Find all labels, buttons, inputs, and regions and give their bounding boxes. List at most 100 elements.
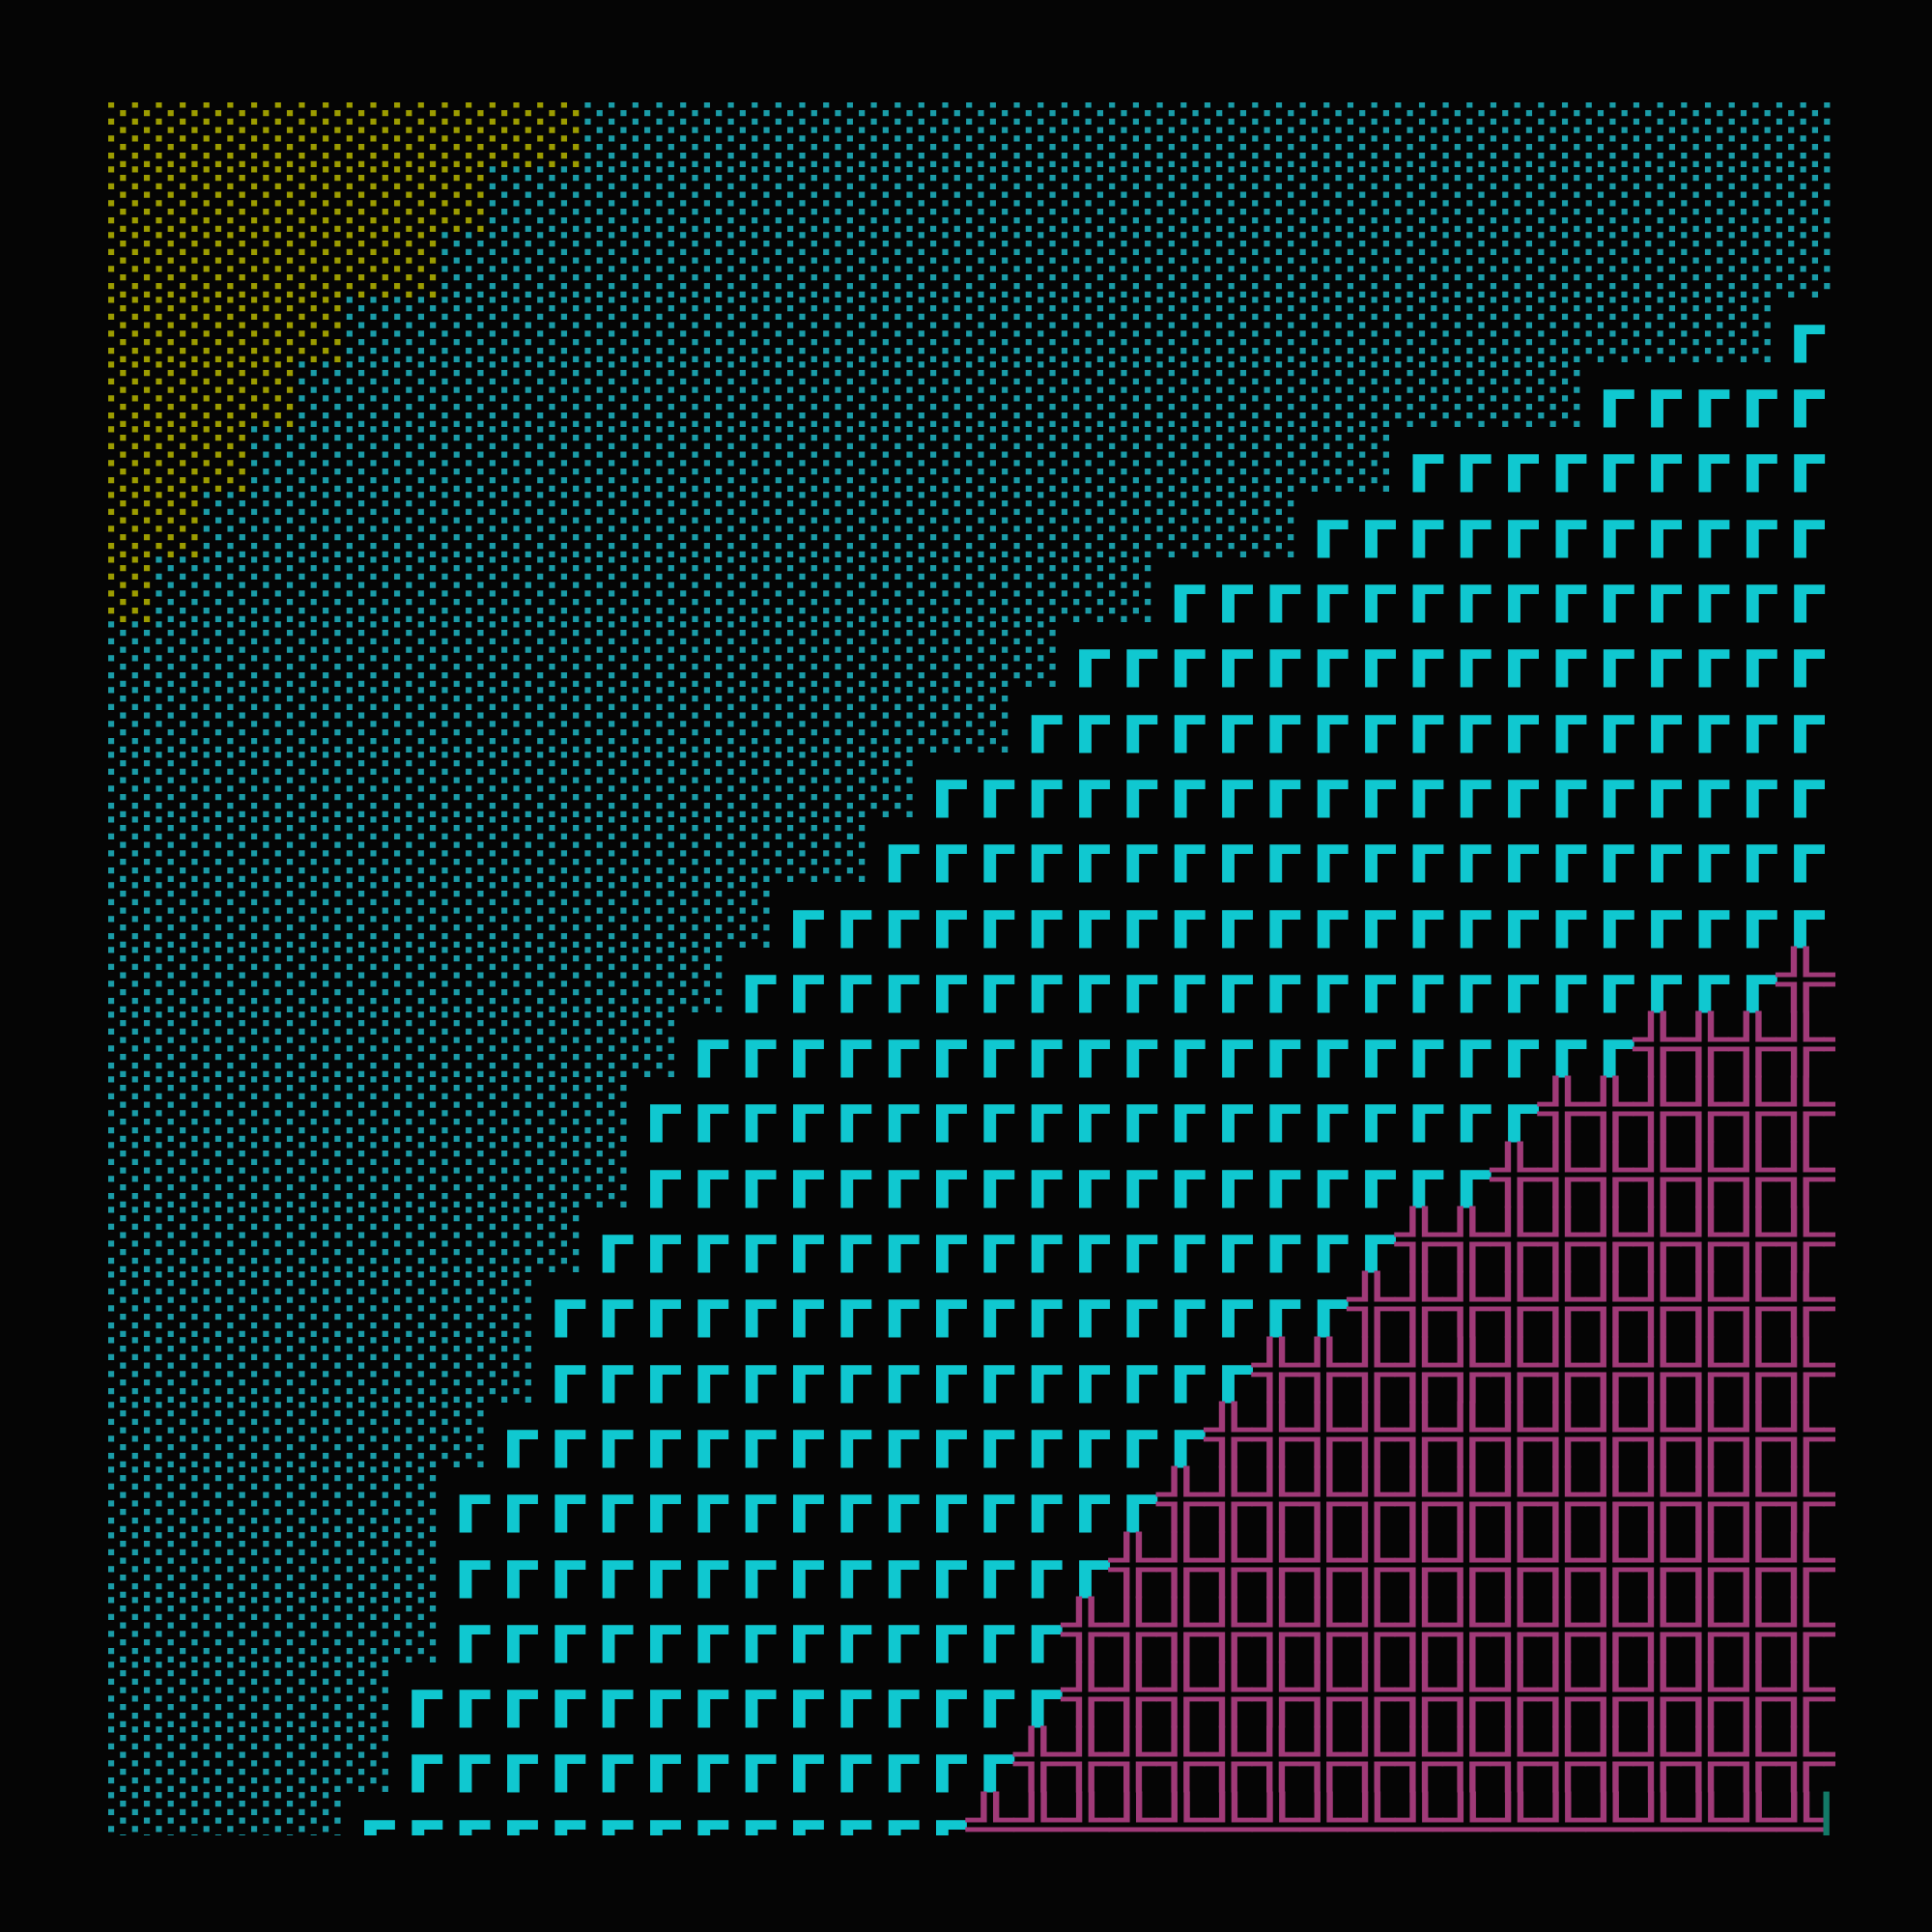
text-segment-pink: ╬╬╬╬╬╬╬╬╬╬╬╬╬╬ — [1204, 1401, 1835, 1467]
text-segment-teal: ░░░░░░░░░░░░░░░░░░░░ — [108, 621, 1062, 688]
text-segment-cyan: ┏┏┏┏┏┏┏┏┏┏┏┏┏┏┏ — [489, 1401, 1205, 1467]
text-segment-yellow: ░░░░░ — [108, 296, 347, 362]
text-segment-cyan: ┏┏┏┏┏┏┏┏┏┏┏┏┏┏ — [394, 1662, 1062, 1728]
text-segment-pink: ╬╬╬╬╬╬╬╬╬╬╬╬╬╬╬╬╬ — [1061, 1662, 1835, 1728]
text-segment-cyan: ┏┏┏┏┏┏┏┏┏┏┏┏┏┏┏┏┏┏┏ — [632, 1076, 1539, 1143]
terminal-row: ░░░░░░░┏┏┏┏┏┏┏┏┏┏┏┏┏┏╬╬╬╬╬╬╬╬╬╬╬╬╬╬╬╬ — [108, 1531, 1835, 1598]
terminal-row: ░░░░░░░░░░░░░░░░░░░░░░░░░░░░░░░░░░░┏┏ — [108, 296, 1835, 362]
text-segment-cyan: ┏┏┏┏┏┏┏┏┏┏┏┏┏┏┏┏┏ — [1061, 621, 1835, 688]
text-segment-cyan: ┏┏┏┏┏┏┏┏┏┏┏┏┏┏┏┏┏┏┏┏ — [918, 751, 1835, 817]
text-segment-cyan: ┏┏┏┏┏┏┏┏┏┏┏┏┏┏┏ — [1156, 556, 1835, 623]
text-segment-teal: ░░░░░░░ — [108, 1596, 442, 1662]
text-segment-teal: ░░░░░ — [108, 1791, 347, 1835]
text-segment-teal: ░░░░░░░░░░░░░░░░░ — [108, 751, 919, 817]
terminal-row: ░░░░░░░░░┏┏┏┏┏┏┏┏┏┏┏┏┏┏┏╬╬╬╬╬╬╬╬╬╬╬╬╬ — [108, 1336, 1835, 1403]
text-segment-pink: ╬╬╬╬╬╬╬╬╬╬╬╬╬╬╬╬╬ — [1061, 1596, 1835, 1662]
text-segment-teal: ░░░░░░░░░░░░░░░░░░░░░ — [156, 556, 1157, 623]
text-segment-teal: ░░░░░░░░░░░░░░ — [108, 881, 776, 948]
text-segment-teal: ░░░░░░░ — [108, 1531, 442, 1598]
text-segment-cyan: ┏┏┏┏┏┏┏┏┏┏┏┏┏┏┏┏┏┏┏┏┏┏┏ — [775, 881, 1835, 948]
terminal-row: ░░░░░░░░░░░░░░░░░░░░░░░░░┏┏┏┏┏┏┏┏┏┏┏┏ — [108, 491, 1835, 557]
text-segment-pink: ╬╬╬╬╬╬╬╬╬╬╬╬╬ — [1252, 1336, 1835, 1403]
text-segment-cyan: ┏┏┏┏┏┏┏┏┏┏┏┏ — [1299, 491, 1835, 557]
terminal-row: ░░░░░░░░░░░┏┏┏┏┏┏┏┏┏┏┏┏┏┏┏┏┏┏╬╬╬╬╬╬╬╬ — [108, 1141, 1835, 1208]
text-segment-cyan: ┏┏┏┏┏┏┏┏┏┏┏┏┏ — [346, 1791, 967, 1835]
text-segment-teal: ░░░░░░░░░░░░░░░░░░░░░░░░░░░ — [584, 102, 1835, 167]
terminal-row: ░░░░░░░░░░░░░░░░░┏┏┏┏┏┏┏┏┏┏┏┏┏┏┏┏┏┏┏┏ — [108, 751, 1835, 817]
text-segment-pink: ╬╬╬╬╬╬╬ — [1538, 1076, 1835, 1143]
text-segment-cyan: ┏┏┏┏┏┏┏┏┏┏┏┏┏ — [394, 1726, 1014, 1793]
terminal-row: ░░░░░░░░┏┏┏┏┏┏┏┏┏┏┏┏┏┏┏╬╬╬╬╬╬╬╬╬╬╬╬╬╬ — [108, 1401, 1835, 1467]
text-segment-pink: ╬╬╬╬╬╬╬╬╬╬╬╬╬╬╬ — [1156, 1466, 1835, 1533]
text-segment-teal: ░░░░░░░░░░░░░░░░░░░░░░░ — [203, 491, 1300, 557]
text-segment-yellow: ░░░░ — [108, 361, 299, 428]
terminal-row: ░░░░░░░░░░░░░░░░░░░░░░░░░░░░░░░░░░░░░ — [108, 167, 1835, 232]
text-segment-yellow: ░░ — [108, 491, 204, 557]
text-segment-cyan: ┏┏┏┏┏┏ — [1585, 361, 1835, 428]
text-segment-cyan: ┏┏┏┏┏┏┏┏┏┏┏┏┏┏┏┏┏┏ — [632, 1141, 1491, 1208]
terminal-row: ░░░░░░░░░░░░░░░░░░░░░░░░░░░░░░░░░░░░░ — [108, 231, 1835, 298]
text-segment-teal: ░░░░░░░░░░░░░░░░ — [108, 816, 871, 883]
text-segment-teal: ░░░░░░░ — [108, 1466, 442, 1533]
text-segment-cyan: ┏┏┏┏┏┏┏┏┏┏┏┏┏┏┏┏┏┏ — [1013, 686, 1835, 753]
text-segment-pink: ╬╬╬╬╬ — [1633, 1011, 1835, 1078]
terminal-row: ░░░░░░░░░░░░░┏┏┏┏┏┏┏┏┏┏┏┏┏┏┏┏┏┏┏┏┏┏╬╬ — [108, 946, 1835, 1012]
text-segment-pink: ╬╬╬╬╬╬╬╬╬╬╬╬╬╬╬╬╬╬ — [1013, 1726, 1835, 1793]
text-segment-teal: ░░░░░░ — [108, 1662, 395, 1728]
terminal-row: ░░░░░░░░░░░░░░░░░░░░░░░░░░░┏┏┏┏┏┏┏┏┏┏ — [108, 427, 1835, 492]
terminal-row: ░░░░░░░░░┏┏┏┏┏┏┏┏┏┏┏┏┏┏┏┏┏╬╬╬╬╬╬╬╬╬╬╬ — [108, 1272, 1835, 1337]
terminal-grid: ░░░░░░░░░░░░░░░░░░░░░░░░░░░░░░░░░░░░░ ░░░… — [108, 102, 1835, 1835]
text-segment-cyan: ┏┏┏┏┏┏┏┏┏┏┏┏┏┏┏ — [537, 1336, 1253, 1403]
text-segment-cyan: ┏┏┏┏┏┏┏┏┏┏┏┏┏┏┏┏┏ — [584, 1207, 1396, 1273]
text-segment-teal: ░░░░░░░░░░░░░░░░░░░░░░░░ — [251, 426, 1396, 493]
text-segment-cyan: ┏┏┏┏┏┏┏┏┏┏┏┏┏ — [441, 1596, 1062, 1662]
text-segment-yellow: ░░░░░░░░░░ — [108, 102, 585, 167]
text-segment-yellow: ░░░░░░░░ — [108, 166, 490, 233]
text-segment-cyan: ┏┏┏┏┏┏┏┏┏┏┏┏┏┏ — [441, 1531, 1110, 1598]
terminal-row: ░░░░░░░░░░░░░░░░░░░░░░┏┏┏┏┏┏┏┏┏┏┏┏┏┏┏ — [108, 556, 1835, 623]
text-segment-teal: ░░░░░░░░░░░░░░░░░░░ — [108, 686, 1014, 753]
terminal-row: ░░░░░░░░░░░░░░┏┏┏┏┏┏┏┏┏┏┏┏┏┏┏┏┏┏┏┏┏┏┏ — [108, 881, 1835, 948]
terminal-row: ░░░░░░░░░░░░░░░░┏┏┏┏┏┏┏┏┏┏┏┏┏┏┏┏┏┏┏┏┏ — [108, 817, 1835, 882]
text-segment-pink: ╬╬╬╬╬╬╬╬ — [1490, 1141, 1835, 1208]
text-segment-teal: ░░░░░░░░░░░ — [108, 1141, 633, 1208]
terminal-row: ░░░░░░░┏┏┏┏┏┏┏┏┏┏┏┏┏╬╬╬╬╬╬╬╬╬╬╬╬╬╬╬╬╬ — [108, 1596, 1835, 1662]
text-segment-teal: ░░░░░░░░░░░ — [108, 1076, 633, 1143]
terminal-row: ░░░░░░░░░░┏┏┏┏┏┏┏┏┏┏┏┏┏┏┏┏┏╬╬╬╬╬╬╬╬╬╬ — [108, 1207, 1835, 1273]
text-segment-yellow: ░░░ — [108, 426, 252, 493]
text-segment-yellow: ░░░░░░░ — [108, 231, 442, 298]
terminal-row: ░░░░░░░░░░░░░░░░░░░░┏┏┏┏┏┏┏┏┏┏┏┏┏┏┏┏┏ — [108, 622, 1835, 687]
text-segment-teal: ░░░░░░░░░░░░ — [108, 1011, 681, 1078]
terminal-row: ░░░░░░░░░░░░░░░░░░░░░░░░░░░░░░░┏┏┏┏┏┏ — [108, 362, 1835, 427]
text-segment-teal: ░░░░░░░░░░░░░ — [108, 946, 728, 1012]
text-segment-teal: ░░░░░░░░░░░░░░░░░░░░░░░░░░░ — [298, 361, 1586, 428]
text-segment-teal: ░░░░░░░░ — [108, 1401, 490, 1467]
text-segment-cyan: ┏┏┏┏┏┏┏┏┏┏┏┏┏┏┏┏┏┏┏┏ — [680, 1011, 1634, 1078]
text-segment-pink: ╬╬╬╬╬╬╬╬╬╬╬╬╬╬╬╬ — [1109, 1531, 1835, 1598]
terminal-row: ░░░░░░░░░░░░░░░░░░░░░░░░░░░░░░░░░░░░░ — [108, 102, 1835, 167]
text-segment-cyan: ┏┏┏┏┏┏┏┏┏┏ — [1395, 426, 1835, 493]
terminal-row: ░░░░░░┏┏┏┏┏┏┏┏┏┏┏┏┏┏╬╬╬╬╬╬╬╬╬╬╬╬╬╬╬╬╬ — [108, 1662, 1835, 1727]
terminal-row: ░░░░░░░░░░░░░░░░░░░┏┏┏┏┏┏┏┏┏┏┏┏┏┏┏┏┏┏ — [108, 686, 1835, 753]
text-segment-teal: ░░░░░░░░░ — [108, 1336, 538, 1403]
text-segment-cyan: ┏┏ — [1776, 296, 1835, 362]
text-segment-cyan: ┏┏┏┏┏┏┏┏┏┏┏┏┏┏┏┏┏┏┏┏┏┏ — [727, 946, 1776, 1012]
text-segment-cyan: ┏┏┏┏┏┏┏┏┏┏┏┏┏┏┏┏┏ — [537, 1271, 1348, 1338]
text-segment-cyan: ┏┏┏┏┏┏┏┏┏┏┏┏┏┏┏ — [441, 1466, 1157, 1533]
terminal-row: ░░░░░░░┏┏┏┏┏┏┏┏┏┏┏┏┏┏┏╬╬╬╬╬╬╬╬╬╬╬╬╬╬╬ — [108, 1467, 1835, 1532]
terminal-row: ░░░░░░░░░░░┏┏┏┏┏┏┏┏┏┏┏┏┏┏┏┏┏┏┏╬╬╬╬╬╬╬ — [108, 1077, 1835, 1142]
text-segment-pink: ╬╬╬╬╬╬╬╬╬╬ — [1395, 1207, 1835, 1273]
text-segment-pink: ╩╩╩╩╩╩╩╩╩╩╩╩╩╩╩╩╩╩ — [966, 1791, 1825, 1835]
text-segment-pink: ╬╬ — [1776, 946, 1835, 1012]
text-segment-teal: ░░░░░░░░░░░░░░░░░░░░░░░░░░░░░░ — [441, 231, 1835, 298]
terminal-row: ░░░░░░┏┏┏┏┏┏┏┏┏┏┏┏┏╬╬╬╬╬╬╬╬╬╬╬╬╬╬╬╬╬╬ — [108, 1727, 1835, 1792]
text-segment-pink: ╬╬╬╬╬╬╬╬╬╬╬ — [1347, 1271, 1835, 1338]
text-segment-teal: ░░░░░░ — [108, 1726, 395, 1793]
text-segment-green: ▏ — [1824, 1792, 1835, 1835]
text-segment-teal: ░░░░░░░░░░ — [108, 1207, 585, 1273]
text-segment-cyan: ┏┏┏┏┏┏┏┏┏┏┏┏┏┏┏┏┏┏┏┏┏ — [870, 816, 1835, 883]
text-segment-yellow: ░ — [108, 556, 156, 623]
terminal-row: ░░░░░┏┏┏┏┏┏┏┏┏┏┏┏┏╩╩╩╩╩╩╩╩╩╩╩╩╩╩╩╩╩╩▏ — [108, 1791, 1835, 1835]
terminal-row: ░░░░░░░░░░░░┏┏┏┏┏┏┏┏┏┏┏┏┏┏┏┏┏┏┏┏╬╬╬╬╬ — [108, 1012, 1835, 1077]
text-segment-teal: ░░░░░░░░░░░░░░░░░░░░░░░░░░░░░ — [489, 166, 1835, 233]
